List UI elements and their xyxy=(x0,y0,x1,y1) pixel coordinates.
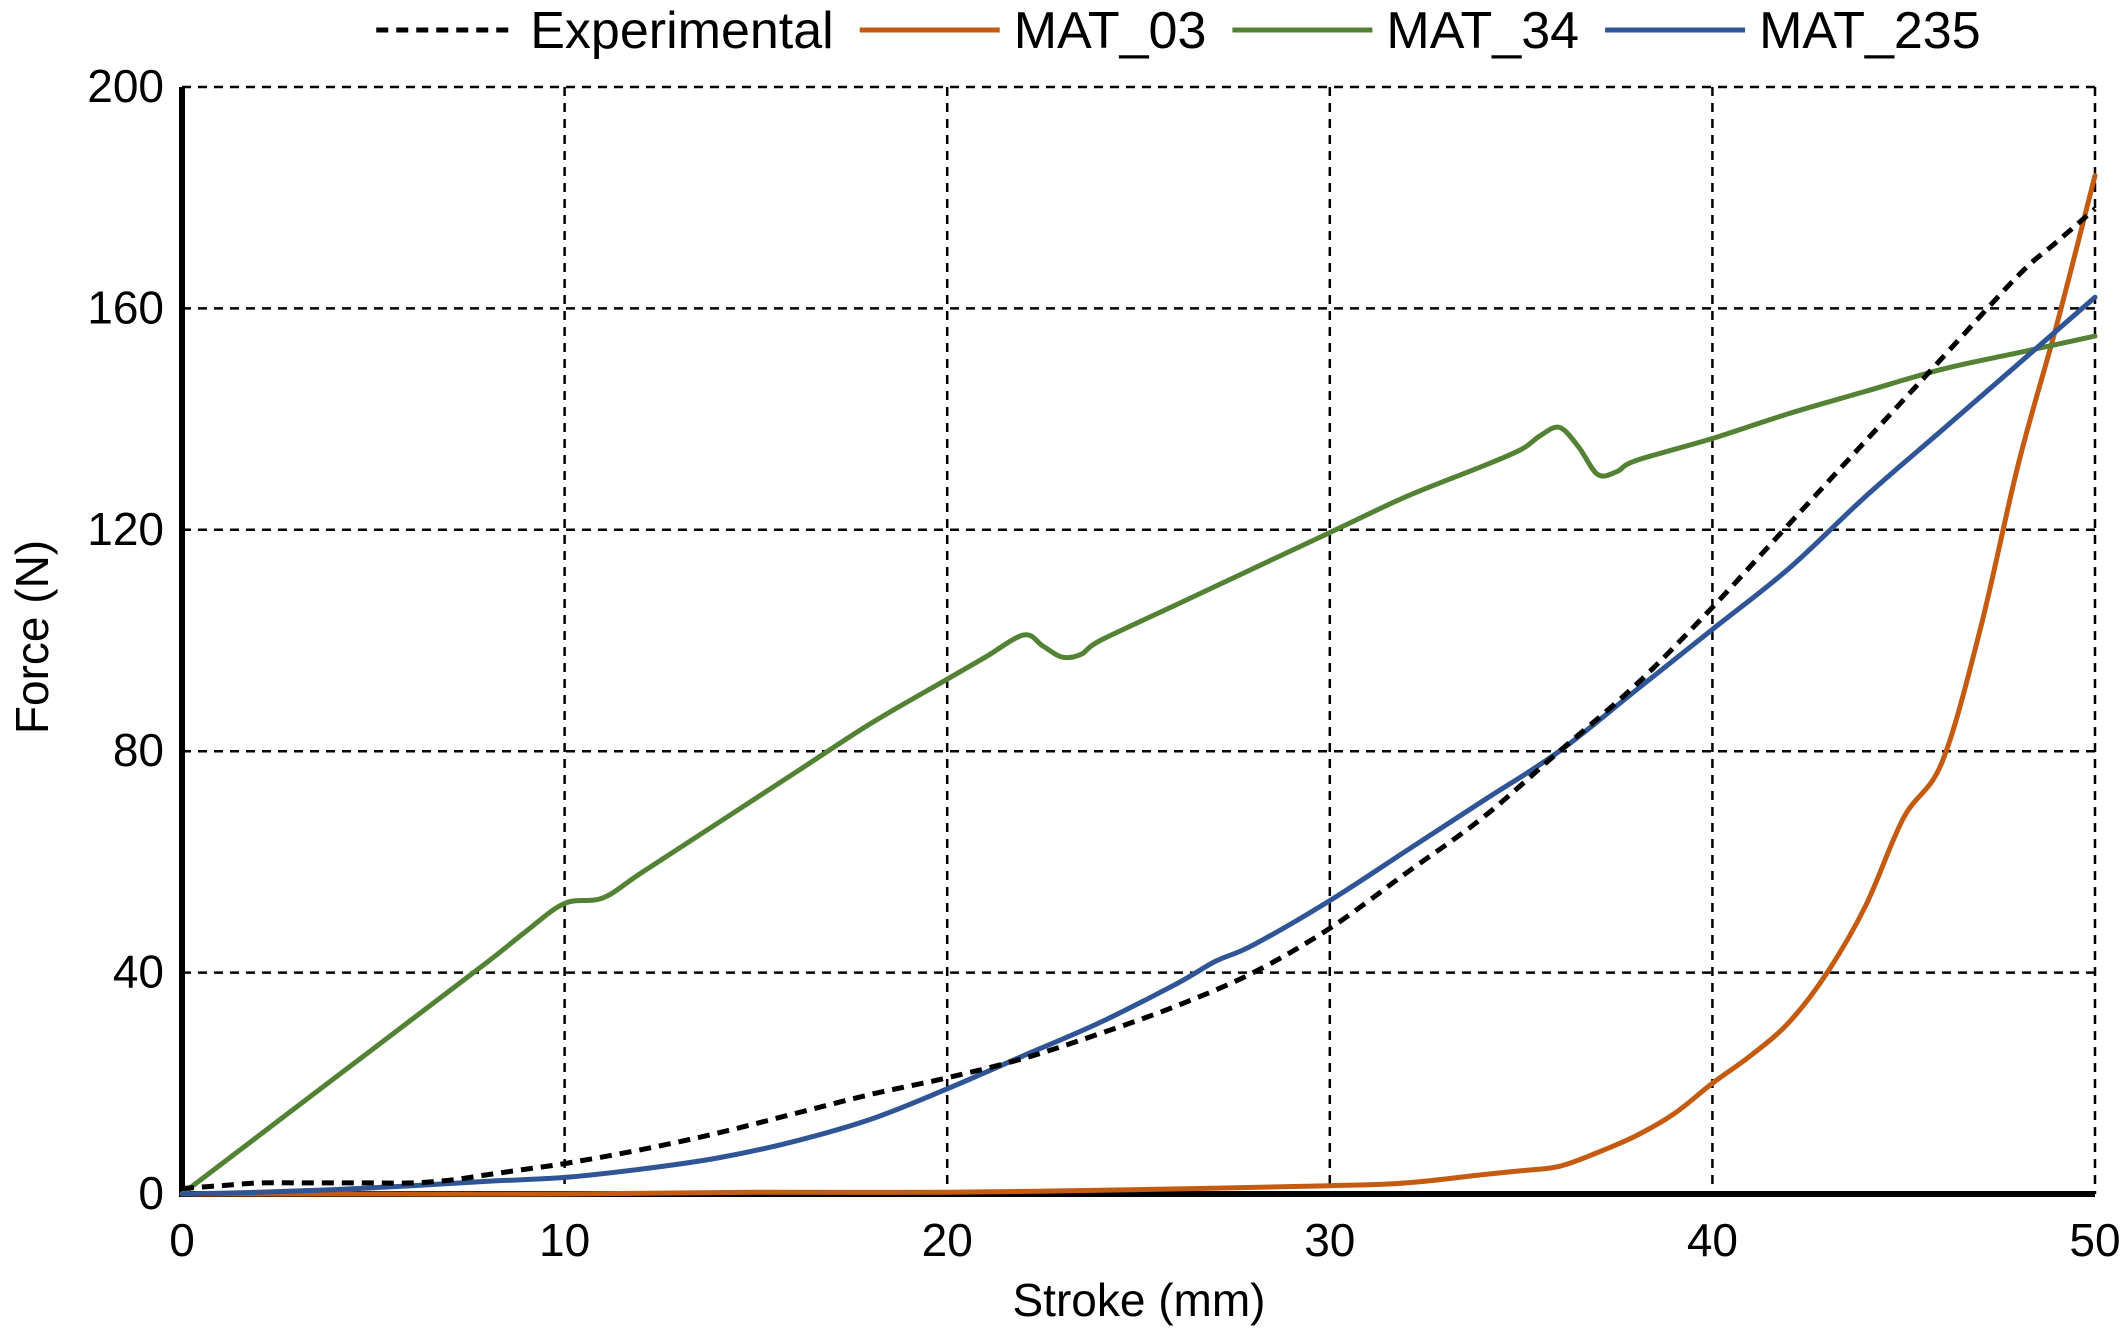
y-tick-label: 200 xyxy=(87,60,164,112)
series-line-mat-235 xyxy=(179,294,2098,1197)
x-tick-label: 0 xyxy=(169,1214,195,1266)
legend-label-mat-03: MAT_03 xyxy=(1014,2,1207,60)
grid-lines xyxy=(182,85,2097,1194)
series-line-mat-34 xyxy=(179,333,2098,1197)
y-tick-label: 160 xyxy=(87,281,164,333)
x-tick-label: 10 xyxy=(539,1214,590,1266)
legend-label-mat-235: MAT_235 xyxy=(1759,2,1981,60)
series-lines xyxy=(179,173,2098,1197)
y-tick-label: 80 xyxy=(113,724,164,776)
x-tick-label: 30 xyxy=(1304,1214,1355,1266)
y-tick-label: 120 xyxy=(87,503,164,555)
y-tick-label: 0 xyxy=(138,1167,164,1219)
legend-label-experimental: Experimental xyxy=(530,2,833,60)
series-line-mat-03 xyxy=(179,173,2098,1197)
axes xyxy=(179,87,2095,1197)
x-axis-title: Stroke (mm) xyxy=(1013,1274,1266,1326)
x-tick-label: 50 xyxy=(2069,1214,2120,1266)
y-axis-title: Force (N) xyxy=(6,540,58,734)
x-tick-label: 40 xyxy=(1687,1214,1738,1266)
tick-labels: 0 40 80 120 160 200 0 10 20 30 40 50 xyxy=(87,60,2120,1266)
series-line-experimental xyxy=(181,206,2097,1191)
x-tick-label: 20 xyxy=(922,1214,973,1266)
legend-label-mat-34: MAT_34 xyxy=(1386,2,1579,60)
legend: Experimental MAT_03 MAT_34 MAT_235 xyxy=(376,2,1981,60)
y-tick-label: 40 xyxy=(113,946,164,998)
